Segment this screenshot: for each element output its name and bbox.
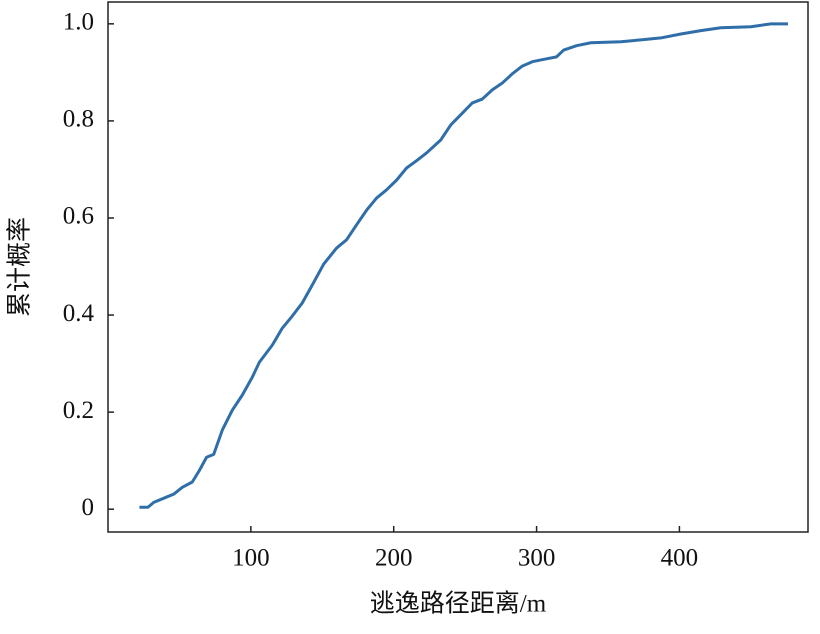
x-tick-label: 400 (661, 545, 699, 572)
x-tick-label: 100 (232, 545, 270, 572)
y-tick-label: 0.4 (63, 300, 95, 327)
y-tick-label: 0.6 (63, 203, 94, 230)
plot-frame (107, 1, 809, 533)
y-tick-label: 0.8 (63, 106, 94, 133)
x-tick-label: 200 (375, 545, 413, 572)
y-tick-label: 0.2 (63, 397, 94, 424)
y-axis-label: 累计概率 (6, 217, 34, 317)
data-line (139, 22, 788, 509)
x-axis-label: 逃逸路径距离/m (370, 590, 547, 618)
y-tick-label: 1.0 (63, 9, 94, 36)
y-tick-label: 0 (82, 494, 95, 521)
x-tick-label: 300 (518, 545, 556, 572)
